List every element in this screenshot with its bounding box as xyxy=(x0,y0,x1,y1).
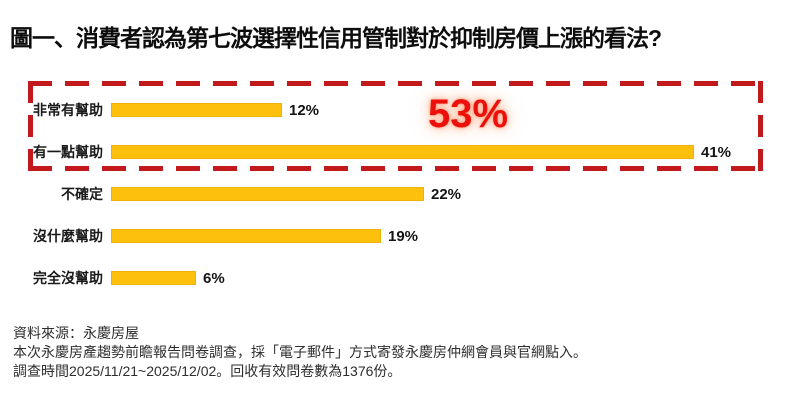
bar xyxy=(111,229,381,243)
chart-row-not-helpful-at-all: 完全沒幫助 6% xyxy=(0,257,800,299)
chart-row-very-helpful: 非常有幫助 12% xyxy=(0,89,800,131)
category-label: 有一點幫助 xyxy=(33,144,103,160)
bar xyxy=(111,145,694,159)
source-line-3: 調查時間2025/11/21~2025/12/02。回收有效問卷數為1376份。 xyxy=(13,363,402,379)
bar xyxy=(111,187,424,201)
category-label: 非常有幫助 xyxy=(33,102,103,118)
category-label: 完全沒幫助 xyxy=(33,270,103,286)
bar xyxy=(111,103,282,117)
value-label: 6% xyxy=(203,269,225,287)
highlight-total-label: 53% xyxy=(428,92,509,136)
source-line-2: 本次永慶房產趨勢前瞻報告問卷調查，採「電子郵件」方式寄發永慶房仲網會員與官網點入… xyxy=(13,344,587,360)
value-label: 41% xyxy=(701,143,732,161)
chart-row-somewhat-helpful: 有一點幫助 41% xyxy=(0,131,800,173)
category-label: 不確定 xyxy=(61,186,103,202)
dashed-box-top-edge xyxy=(28,81,763,86)
category-label: 沒什麼幫助 xyxy=(33,228,103,244)
source-line-1: 資料來源：永慶房屋 xyxy=(13,325,139,341)
bar xyxy=(111,271,196,285)
chart-row-not-very-helpful: 沒什麼幫助 19% xyxy=(0,215,800,257)
value-label: 22% xyxy=(431,185,462,203)
figure-title: 圖一、消費者認為第七波選擇性信用管制對於抑制房價上漲的看法? xyxy=(10,25,662,51)
bar-chart: 非常有幫助 12% 有一點幫助 41% 不確定 22% 沒什麼幫助 19% 完全… xyxy=(0,89,800,299)
source-note: 資料來源：永慶房屋 本次永慶房產趨勢前瞻報告問卷調查，採「電子郵件」方式寄發永慶… xyxy=(13,324,587,381)
value-label: 12% xyxy=(289,101,320,119)
value-label: 19% xyxy=(388,227,419,245)
chart-row-uncertain: 不確定 22% xyxy=(0,173,800,215)
